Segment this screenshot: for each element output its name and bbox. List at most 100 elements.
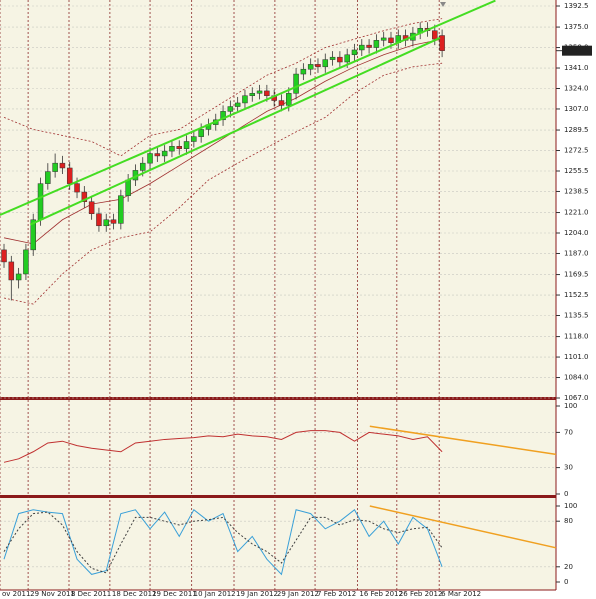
y-tick-label: 1272.5	[564, 147, 589, 155]
y-tick-label: 1341.0	[564, 64, 589, 72]
panel-separator	[0, 495, 556, 498]
candle-body	[432, 30, 438, 40]
y-tick-label: 1307.0	[564, 105, 589, 113]
candle-body	[23, 249, 29, 275]
candle-body	[125, 179, 131, 196]
candle-body	[74, 183, 80, 193]
trend-line	[369, 505, 557, 549]
candle-body	[110, 219, 117, 224]
x-tick-label: 29 Nov 2011	[30, 590, 75, 598]
candle-body	[315, 64, 321, 68]
y-tick-label: 1118.0	[564, 333, 589, 341]
candle-body	[81, 191, 88, 202]
y-tick-label: 20	[564, 563, 573, 571]
candle-body	[139, 162, 146, 171]
candle-body	[183, 141, 190, 149]
candle-body	[227, 106, 234, 112]
candle-body	[96, 213, 102, 227]
candle-body	[37, 183, 44, 221]
y-tick-label: 1101.0	[564, 353, 589, 361]
candle-body	[359, 44, 365, 51]
candle-body	[161, 150, 168, 157]
candle-body	[176, 146, 182, 149]
y-tick-label: 0	[564, 490, 568, 498]
y-tick-label: 1187.0	[564, 249, 589, 257]
y-tick-label: 100	[564, 502, 577, 510]
candle-body	[220, 111, 226, 121]
candle-body	[234, 102, 241, 107]
candle-body	[439, 35, 445, 51]
y-tick-label: 80	[564, 517, 573, 525]
rsi-line	[3, 430, 443, 463]
bollinger-band	[3, 38, 443, 245]
y-tick-label: 1135.5	[564, 312, 589, 320]
y-tick-label: 1204.0	[564, 229, 589, 237]
candle-body	[366, 44, 372, 48]
y-tick-label: 1221.0	[564, 209, 589, 217]
candle-body	[380, 37, 387, 41]
channel-line	[0, 0, 496, 216]
x-tick-label: 8 Dec 2011	[71, 590, 111, 598]
x-tick-label: 10 Jan 2012	[194, 590, 236, 598]
y-tick-label: 1392.5	[564, 2, 589, 10]
candle-body	[264, 90, 270, 96]
x-tick-label: 7 Feb 2012	[317, 590, 356, 598]
y-tick-label: 1152.5	[564, 291, 589, 299]
stochastic-line	[3, 509, 443, 576]
panel-separator	[0, 397, 556, 400]
candle-body	[388, 37, 394, 43]
y-tick-label: 1375.0	[564, 23, 589, 31]
candle-body	[8, 261, 15, 281]
candle-body	[191, 136, 197, 142]
candle-body	[52, 162, 58, 172]
candle-body	[322, 59, 329, 68]
candle-body	[242, 95, 248, 104]
candle-body	[103, 219, 109, 227]
candle-body	[169, 146, 175, 152]
y-tick-label: 1067.0	[564, 394, 589, 402]
candle-body	[15, 273, 22, 281]
y-tick-label: 30	[564, 464, 573, 472]
bollinger-band	[3, 18, 443, 157]
candle-body	[286, 93, 292, 106]
channel-line	[29, 37, 441, 226]
candle-body	[59, 162, 66, 169]
price-badge	[562, 45, 592, 56]
x-tick-label: 6 Mar 2012	[441, 590, 481, 598]
x-tick-label: 16 Feb 2012	[359, 590, 403, 598]
trend-line	[369, 425, 557, 456]
y-tick-label: 1169.5	[564, 271, 589, 279]
candle-body	[66, 167, 73, 184]
candle-body	[88, 201, 95, 214]
x-tick-label: 19 Jan 2012	[236, 590, 278, 598]
y-tick-label: 1289.5	[564, 126, 589, 134]
y-tick-label: 100	[564, 402, 577, 410]
y-tick-label: 1084.0	[564, 374, 589, 382]
candle-body	[45, 171, 51, 184]
candle-body	[337, 56, 343, 63]
x-tick-label: ov 2011	[2, 590, 30, 598]
x-tick-label: 29 Jan 2012	[277, 590, 319, 598]
y-tick-label: 1238.5	[564, 187, 589, 195]
candle-body	[373, 40, 380, 48]
bollinger-band	[3, 62, 443, 305]
x-tick-label: 18 Dec 2011	[112, 590, 157, 598]
stochastic-line	[3, 511, 443, 574]
y-tick-label: 0	[564, 578, 568, 586]
candle-body	[293, 73, 299, 94]
candle-body	[329, 56, 336, 60]
y-tick-label: 1255.5	[564, 167, 589, 175]
candle-body	[351, 49, 358, 56]
candle-body	[198, 129, 204, 137]
candle-body	[154, 153, 161, 157]
x-tick-label: 26 Feb 2012	[399, 590, 443, 598]
price-label: 1355.4	[564, 47, 589, 55]
marker	[440, 2, 446, 7]
candle-body	[278, 100, 285, 106]
candle-body	[118, 195, 124, 224]
candle-body	[147, 153, 153, 164]
candle-body	[30, 219, 36, 251]
y-tick-label: 70	[564, 428, 573, 436]
candle-body	[344, 54, 350, 63]
